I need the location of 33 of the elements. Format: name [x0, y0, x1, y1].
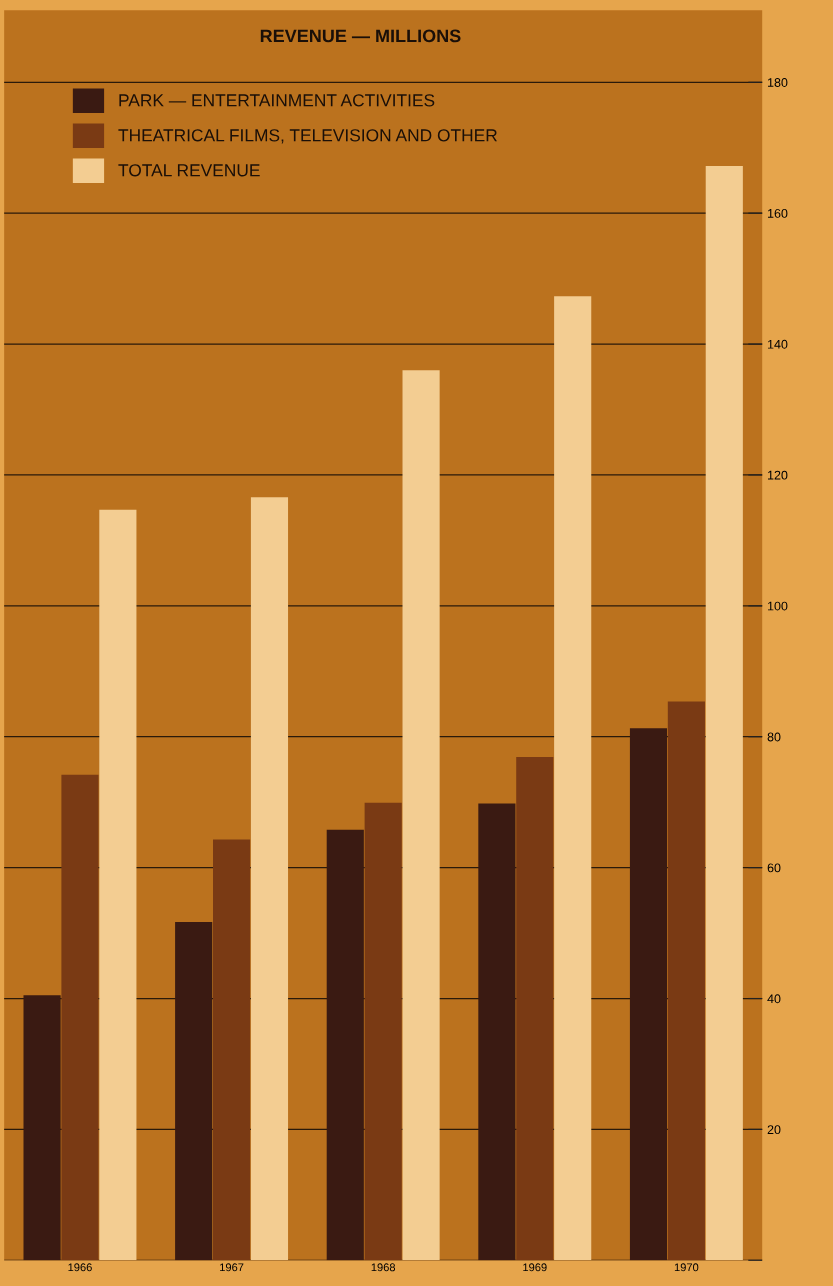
y-tick-label: 40: [767, 994, 781, 1004]
bar: [99, 509, 137, 1261]
y-tick-label: 80: [767, 732, 781, 742]
x-tick-label: 1970: [674, 1263, 699, 1272]
legend-label: TOTAL REVENUE: [118, 164, 260, 177]
bar: [213, 839, 251, 1261]
y-tick-label: 140: [768, 339, 788, 349]
x-tick-label: 1968: [371, 1263, 396, 1272]
text: REVENUE — MILLIONS: [260, 29, 461, 43]
bar: [175, 921, 213, 1261]
bar: [705, 166, 743, 1261]
bar: [478, 803, 516, 1261]
bar: [364, 802, 402, 1261]
bar: [667, 701, 705, 1261]
y-tick-label: 60: [767, 863, 781, 873]
x-tick-label: 1966: [68, 1263, 92, 1272]
legend-label: PARK — ENTERTAINMENT ACTIVITIES: [119, 94, 435, 107]
y-tick-label: 20: [767, 1125, 781, 1135]
x-tick-label: 1967: [220, 1263, 244, 1272]
bar: [554, 296, 592, 1261]
bar: [23, 995, 61, 1261]
bar: [516, 757, 554, 1261]
y-tick-label: 180: [768, 78, 788, 87]
y-tick-label: 100: [768, 601, 788, 611]
bar: [402, 370, 440, 1261]
legend-label: THEATRICAL FILMS, TELEVISION AND OTHER: [118, 129, 497, 144]
x-tick-label: 1969: [523, 1263, 547, 1272]
bar: [250, 497, 289, 1261]
bar: [629, 728, 668, 1261]
bar: [326, 829, 364, 1261]
bar: [61, 774, 99, 1261]
y-tick-label: 160: [768, 208, 788, 218]
y-tick-label: 120: [768, 470, 788, 480]
